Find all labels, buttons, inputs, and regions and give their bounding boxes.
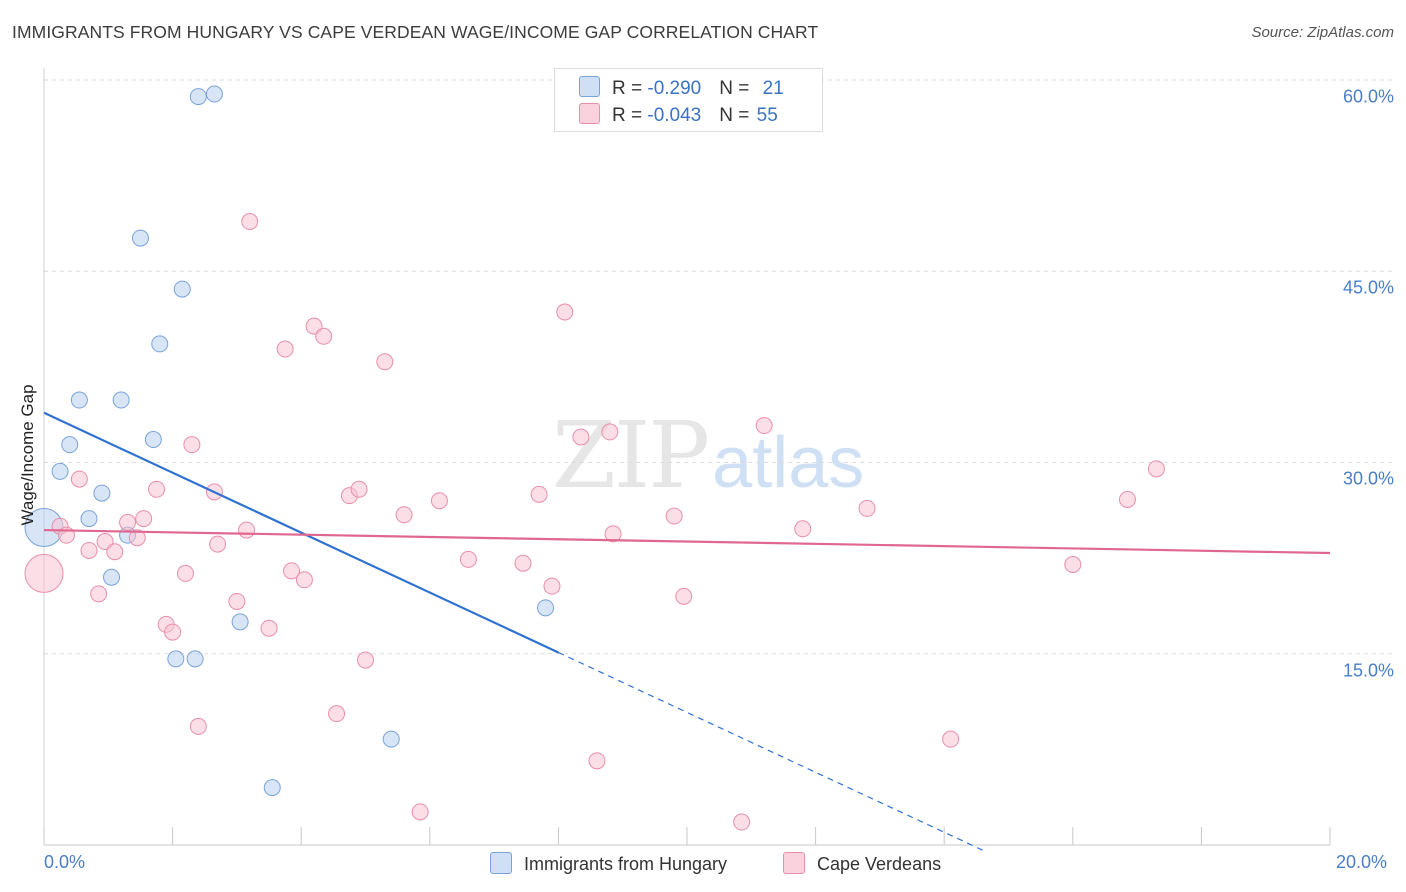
cape-verdean-point xyxy=(295,571,313,589)
n-value: 55 xyxy=(756,105,778,126)
legend-swatch-cape-verdeans xyxy=(783,852,805,874)
y-tick-label: 60.0% xyxy=(1342,86,1394,107)
cape-verdean-trend-line xyxy=(43,528,1331,555)
hungary-point xyxy=(189,88,207,106)
cape-verdean-point xyxy=(601,423,619,441)
stats-legend: R = -0.290 N = 21 R = -0.043 N = 55 xyxy=(554,68,823,132)
cape-verdean-point xyxy=(276,340,294,358)
legend-swatch-cape-verdeans xyxy=(579,103,600,124)
hungary-point xyxy=(151,335,169,353)
cape-verdean-point xyxy=(328,705,346,723)
hungary-trend-line xyxy=(43,411,559,654)
r-label: R = xyxy=(612,78,648,99)
cape-verdean-point xyxy=(228,592,246,610)
y-tick-label: 15.0% xyxy=(1342,660,1394,681)
hungary-trend-line-extension xyxy=(558,651,984,851)
hungary-point xyxy=(61,436,79,454)
cape-verdean-point xyxy=(556,303,574,321)
cape-verdean-point xyxy=(755,417,773,435)
hungary-point xyxy=(103,568,121,586)
cape-verdean-point xyxy=(183,436,201,454)
r-value: -0.043 xyxy=(647,105,702,126)
y-axis-label: Wage/Income Gap xyxy=(18,384,37,526)
cape-verdean-point xyxy=(80,541,98,559)
cape-verdean-point xyxy=(794,520,812,538)
legend-label-cape-verdeans: Cape Verdeans xyxy=(817,854,942,874)
cape-verdean-point xyxy=(90,585,108,603)
cape-verdean-point xyxy=(350,480,368,498)
y-tick-label: 30.0% xyxy=(1342,468,1394,489)
r-value: -0.290 xyxy=(647,78,702,99)
cape-verdean-point xyxy=(530,485,548,503)
hungary-point xyxy=(93,484,111,502)
cape-verdean-point xyxy=(128,529,146,547)
x-tick-label: 0.0% xyxy=(44,852,86,872)
hungary-point xyxy=(80,510,98,528)
cape-verdean-point xyxy=(376,353,394,371)
hungary-point xyxy=(131,229,149,247)
hungary-point xyxy=(537,599,555,617)
n-label: N = xyxy=(719,105,755,126)
cape-verdean-point xyxy=(572,428,590,446)
cape-verdean-point xyxy=(459,550,477,568)
y-tick-label: 45.0% xyxy=(1342,277,1394,298)
cape-verdean-point xyxy=(260,619,278,637)
cape-verdean-point xyxy=(357,651,374,669)
cape-verdean-point xyxy=(106,543,124,561)
cape-verdean-point xyxy=(430,492,448,510)
n-value: 21 xyxy=(762,78,784,99)
hungary-point xyxy=(70,391,88,409)
n-label: N = xyxy=(719,78,755,99)
r-label: R = xyxy=(612,105,648,126)
cape-verdean-point xyxy=(604,525,622,543)
cape-verdean-point xyxy=(209,535,227,553)
cape-verdean-point xyxy=(189,717,207,735)
cape-verdean-point xyxy=(1118,490,1136,508)
hungary-point xyxy=(144,431,162,449)
legend-swatch-hungary xyxy=(490,852,512,874)
cape-verdean-point xyxy=(24,553,64,593)
cape-verdean-point xyxy=(942,730,960,748)
chart-title: IMMIGRANTS FROM HUNGARY VS CAPE VERDEAN … xyxy=(12,22,819,42)
legend-row-cape-verdeans: R = -0.043 N = 55 xyxy=(579,103,778,127)
cape-verdean-point xyxy=(1147,460,1165,478)
cape-verdean-point xyxy=(1064,556,1082,573)
cape-verdean-point xyxy=(675,587,693,605)
legend-label-hungary: Immigrants from Hungary xyxy=(524,854,728,874)
cape-verdean-point xyxy=(733,813,751,831)
legend-item-hungary[interactable]: Immigrants from Hungary xyxy=(490,852,727,875)
source-label: Source: ZipAtlas.com xyxy=(1251,24,1394,41)
cape-verdean-point xyxy=(176,564,194,582)
cape-verdean-point xyxy=(411,803,429,821)
cape-verdean-point xyxy=(283,562,301,580)
hungary-point xyxy=(173,280,191,298)
cape-verdean-point xyxy=(238,521,256,539)
cape-verdean-point xyxy=(241,213,259,231)
hungary-point xyxy=(205,85,223,103)
cape-verdean-point xyxy=(70,470,88,488)
cape-verdean-point xyxy=(588,752,606,770)
cape-verdean-point xyxy=(119,513,137,531)
cape-verdean-point xyxy=(543,577,561,595)
legend-swatch-hungary xyxy=(579,76,600,97)
hungary-point xyxy=(382,730,400,748)
x-tick-label: 20.0% xyxy=(1336,852,1388,872)
cape-verdean-point xyxy=(315,327,333,345)
hungary-point xyxy=(186,650,204,668)
cape-verdean-point xyxy=(665,507,683,525)
cape-verdean-point xyxy=(858,499,876,517)
hungary-point xyxy=(112,391,130,409)
hungary-point xyxy=(231,613,249,631)
cape-verdean-point xyxy=(395,506,413,524)
hungary-point xyxy=(167,650,185,668)
hungary-point xyxy=(263,779,281,797)
legend-item-cape-verdeans[interactable]: Cape Verdeans xyxy=(783,852,941,875)
cape-verdean-point xyxy=(164,623,182,641)
hungary-point xyxy=(51,462,69,480)
cape-verdean-point xyxy=(135,510,153,528)
cape-verdean-point xyxy=(514,554,532,572)
cape-verdean-point xyxy=(148,480,166,498)
legend-row-hungary: R = -0.290 N = 21 xyxy=(579,76,784,100)
